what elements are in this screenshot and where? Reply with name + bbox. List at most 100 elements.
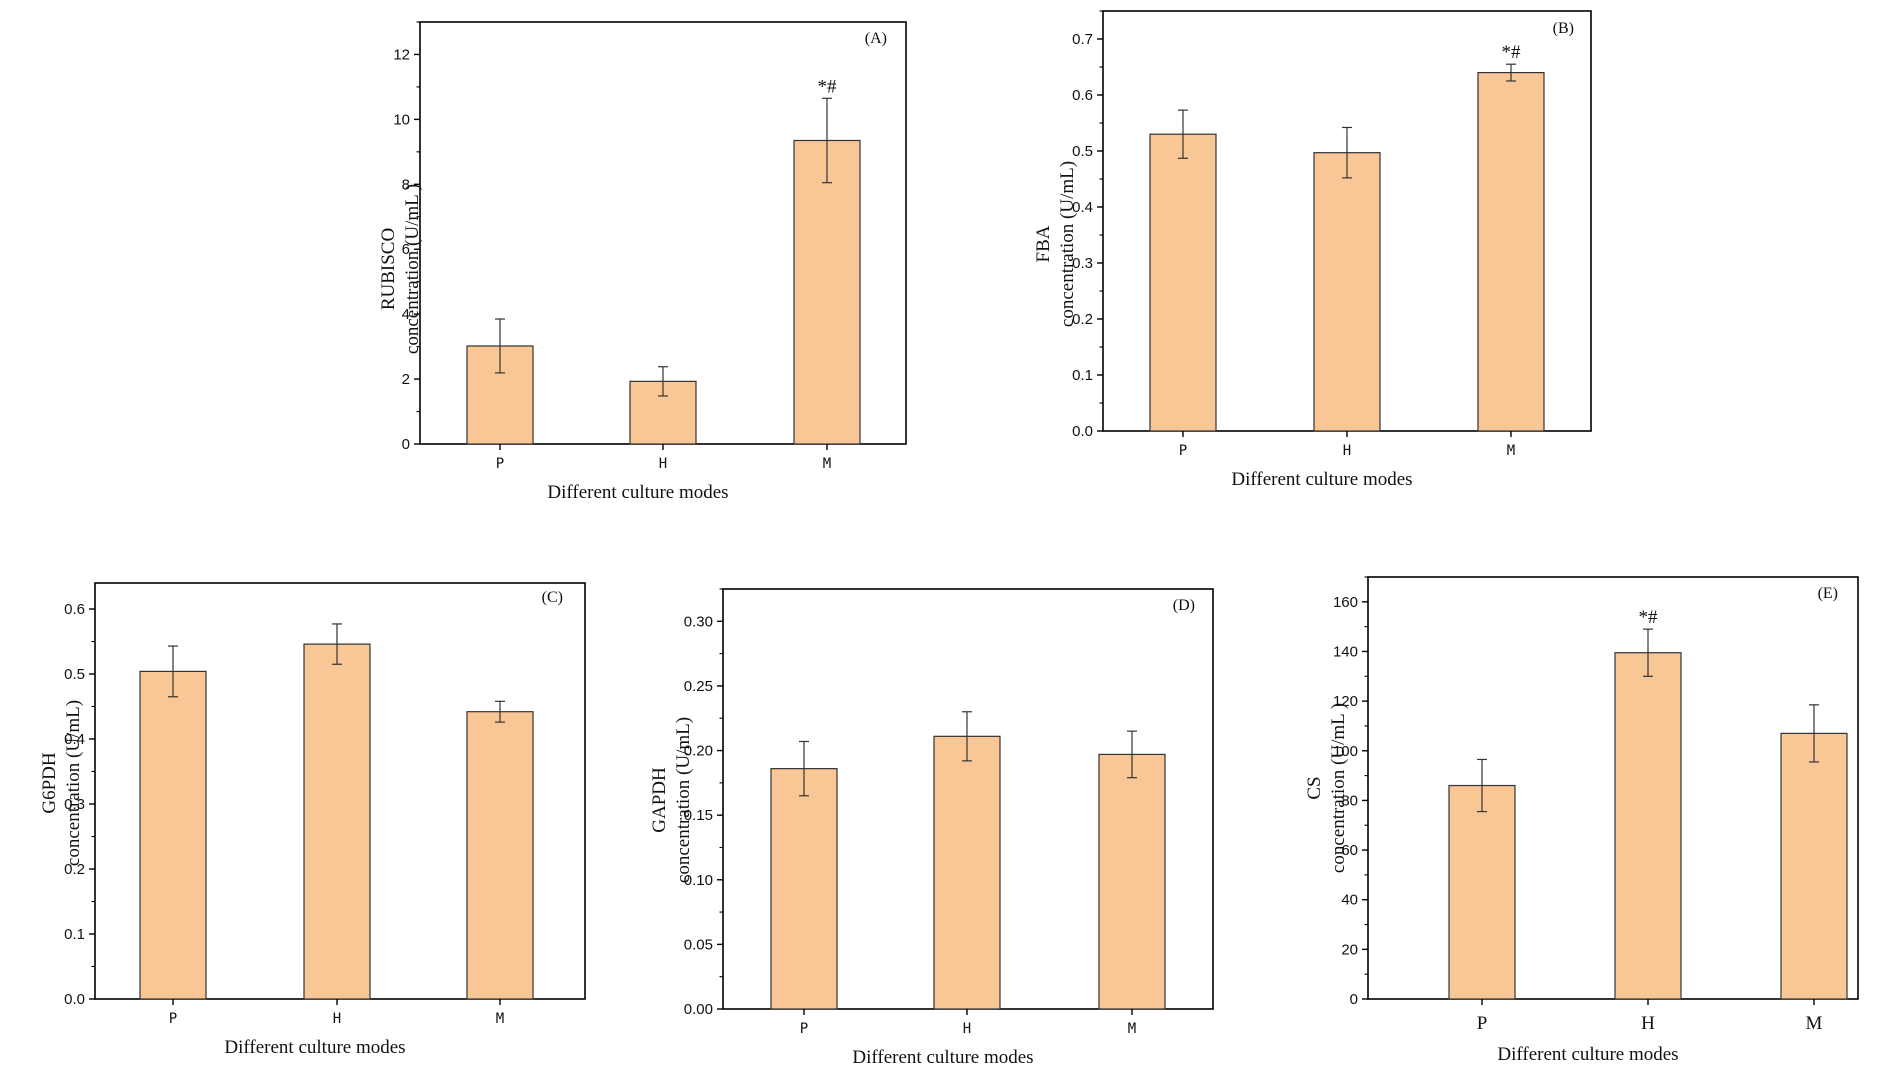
y-tick-label: 0.05	[684, 936, 713, 953]
error-bar-M	[495, 700, 505, 723]
y-tick-label: 100	[1333, 743, 1358, 760]
y-tick-label: 6	[402, 241, 410, 258]
x-tick-label: M	[1128, 1021, 1136, 1037]
y-tick-label: 0.2	[64, 861, 85, 878]
x-axis-title: Different culture modes	[1231, 469, 1412, 490]
y-tick-label: 8	[402, 176, 410, 193]
x-axis-title: Different culture modes	[224, 1037, 405, 1058]
error-bar-H	[658, 366, 668, 397]
y-tick-label: 80	[1341, 792, 1358, 809]
y-tick-label: 10	[393, 111, 410, 128]
bar-P	[1149, 133, 1217, 432]
bar-H	[303, 643, 371, 1000]
error-bar-P	[495, 318, 505, 374]
y-tick-label: 0.4	[1072, 199, 1093, 216]
panel-tag: (A)	[865, 30, 887, 47]
chart-panel-b: 0.0 0.1 0.2 0.3 0.4 0.5 0.6 0.7 P H *# M Different c…	[1033, 10, 1592, 490]
y-tick-label: 0.6	[1072, 87, 1093, 104]
bar-H	[933, 735, 1001, 1010]
y-axis-title-line-2: concentration (U/mL)	[63, 700, 84, 866]
y-axis-title-line-2: concentration (U/mL)	[673, 717, 694, 883]
y-axis-title-line-2: concentration (U/mL )	[402, 184, 423, 354]
bar-M	[1477, 71, 1545, 432]
y-tick-label: 160	[1333, 594, 1358, 611]
significance-mark: *#	[1502, 42, 1522, 63]
y-axis-title-line-1: GAPDH	[649, 767, 670, 833]
x-tick-label: P	[800, 1021, 808, 1037]
y-tick-label: 2	[402, 371, 410, 388]
y-tick-label: 0.5	[64, 666, 85, 683]
error-bar-H	[962, 711, 972, 762]
error-bar-M	[1809, 704, 1819, 763]
panel-tag: (C)	[542, 589, 563, 606]
error-bar-P	[1178, 109, 1188, 159]
y-tick-label: 0	[1350, 991, 1358, 1008]
x-axis-title: Different culture modes	[852, 1047, 1033, 1068]
y-axis-title: CS concentration (U/mL )	[1304, 703, 1349, 873]
bar-M	[466, 711, 534, 1000]
x-tick-label: M	[496, 1011, 504, 1027]
y-tick-label: 120	[1333, 693, 1358, 710]
y-tick-label: 0.3	[1072, 255, 1093, 272]
y-tick-label: 0.20	[684, 743, 713, 760]
plot-frame	[1367, 576, 1859, 1000]
y-tick-label: 0.4	[64, 731, 85, 748]
y-tick-label: 0.10	[684, 872, 713, 889]
y-axis-title-line-2: concentration (U/mL)	[1057, 161, 1078, 327]
y-axis-title-line-2: concentration (U/mL )	[1328, 703, 1349, 873]
chart-panel-a: 0 2 4 6 8 10 12 P H *# M Different culture modes RUB…	[378, 21, 907, 503]
chart-panel-e: 0 20 40 60 80 100 120 140 160 P *# H M Different cult…	[1304, 576, 1859, 1065]
y-tick-label: 0.3	[64, 796, 85, 813]
y-tick-label: 4	[402, 306, 410, 323]
chart-panel-c: 0.0 0.1 0.2 0.3 0.4 0.5 0.6 P H M Different cultur…	[39, 582, 586, 1058]
error-bar-M	[1506, 63, 1516, 82]
y-tick-label: 0.25	[684, 678, 713, 695]
y-tick-label: 20	[1341, 941, 1358, 958]
y-axis-title-line-1: FBA	[1033, 225, 1054, 262]
significance-mark: *#	[818, 76, 838, 97]
y-tick-label: 0.1	[64, 926, 85, 943]
x-tick-label: P	[1179, 443, 1187, 459]
x-tick-label: M	[1507, 443, 1515, 459]
y-axis-title-line-1: CS	[1304, 776, 1325, 799]
bar-M	[1098, 753, 1166, 1010]
x-tick-label: M	[823, 456, 831, 472]
y-axis-title: FBA concentration (U/mL)	[1033, 161, 1078, 327]
x-tick-label: P	[1477, 1013, 1488, 1034]
error-bar-M	[1127, 730, 1137, 779]
y-tick-label: 0.15	[684, 807, 713, 824]
x-axis-title: Different culture modes	[1497, 1044, 1678, 1065]
y-tick-label: 0	[402, 436, 410, 453]
y-tick-label: 0.30	[684, 613, 713, 630]
x-tick-label: H	[333, 1011, 341, 1027]
panel-tag: (E)	[1818, 585, 1838, 602]
y-tick-label: 0.7	[1072, 31, 1093, 48]
y-tick-label: 0.2	[1072, 311, 1093, 328]
y-axis-title-line-1: G6PDH	[39, 752, 60, 814]
y-tick-label: 0.5	[1072, 143, 1093, 160]
panel-tag: (D)	[1173, 597, 1195, 614]
y-tick-label: 60	[1341, 842, 1358, 859]
error-bar-M	[822, 97, 832, 184]
x-tick-label: H	[963, 1021, 971, 1037]
x-tick-label: H	[1343, 443, 1351, 459]
y-tick-label: 0.0	[1072, 423, 1093, 440]
bar-P	[1448, 784, 1516, 1000]
x-tick-label: H	[659, 456, 667, 472]
significance-mark: *#	[1639, 607, 1659, 628]
bar-P	[139, 670, 207, 1000]
y-tick-label: 40	[1341, 892, 1358, 909]
y-tick-label: 0.0	[64, 991, 85, 1008]
error-bar-H	[1643, 628, 1653, 677]
y-axis-title: RUBISCO concentration (U/mL )	[378, 184, 423, 354]
y-axis-title-line-1: RUBISCO	[378, 228, 399, 310]
bar-H	[1313, 152, 1381, 432]
y-tick-label: 0.1	[1072, 367, 1093, 384]
y-tick-label: 12	[393, 46, 410, 63]
error-bar-H	[332, 623, 342, 665]
error-bar-P	[1477, 758, 1487, 813]
x-axis-title: Different culture modes	[547, 482, 728, 503]
panel-tag: (B)	[1553, 20, 1574, 37]
bar-P	[770, 768, 838, 1010]
